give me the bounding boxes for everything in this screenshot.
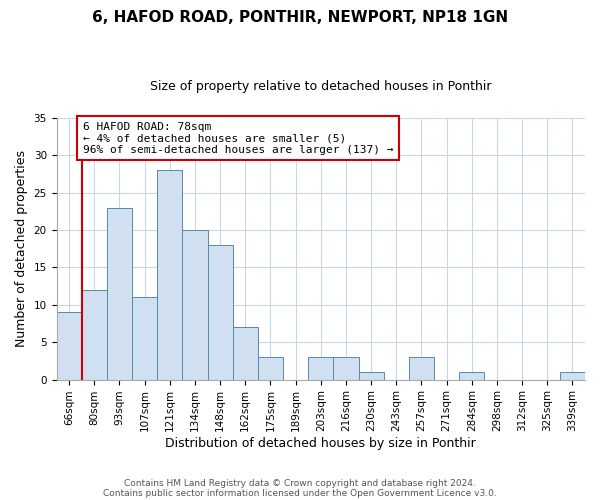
Bar [334,357,359,380]
Text: 6 HAFOD ROAD: 78sqm
← 4% of detached houses are smaller (5)
96% of semi-detached: 6 HAFOD ROAD: 78sqm ← 4% of detached hou… [83,122,394,154]
Title: Size of property relative to detached houses in Ponthir: Size of property relative to detached ho… [150,80,491,93]
Bar [82,290,107,380]
Text: Contains public sector information licensed under the Open Government Licence v3: Contains public sector information licen… [103,488,497,498]
Bar [308,357,334,380]
Bar [132,298,157,380]
Bar [409,357,434,380]
Text: 6, HAFOD ROAD, PONTHIR, NEWPORT, NP18 1GN: 6, HAFOD ROAD, PONTHIR, NEWPORT, NP18 1G… [92,10,508,25]
Bar [107,208,132,380]
Bar [359,372,383,380]
Bar [56,312,82,380]
Bar [459,372,484,380]
Bar [258,357,283,380]
Bar [560,372,585,380]
Bar [157,170,182,380]
Y-axis label: Number of detached properties: Number of detached properties [15,150,28,347]
Text: Contains HM Land Registry data © Crown copyright and database right 2024.: Contains HM Land Registry data © Crown c… [124,478,476,488]
Bar [182,230,208,380]
Bar [208,245,233,380]
Bar [233,327,258,380]
X-axis label: Distribution of detached houses by size in Ponthir: Distribution of detached houses by size … [166,437,476,450]
